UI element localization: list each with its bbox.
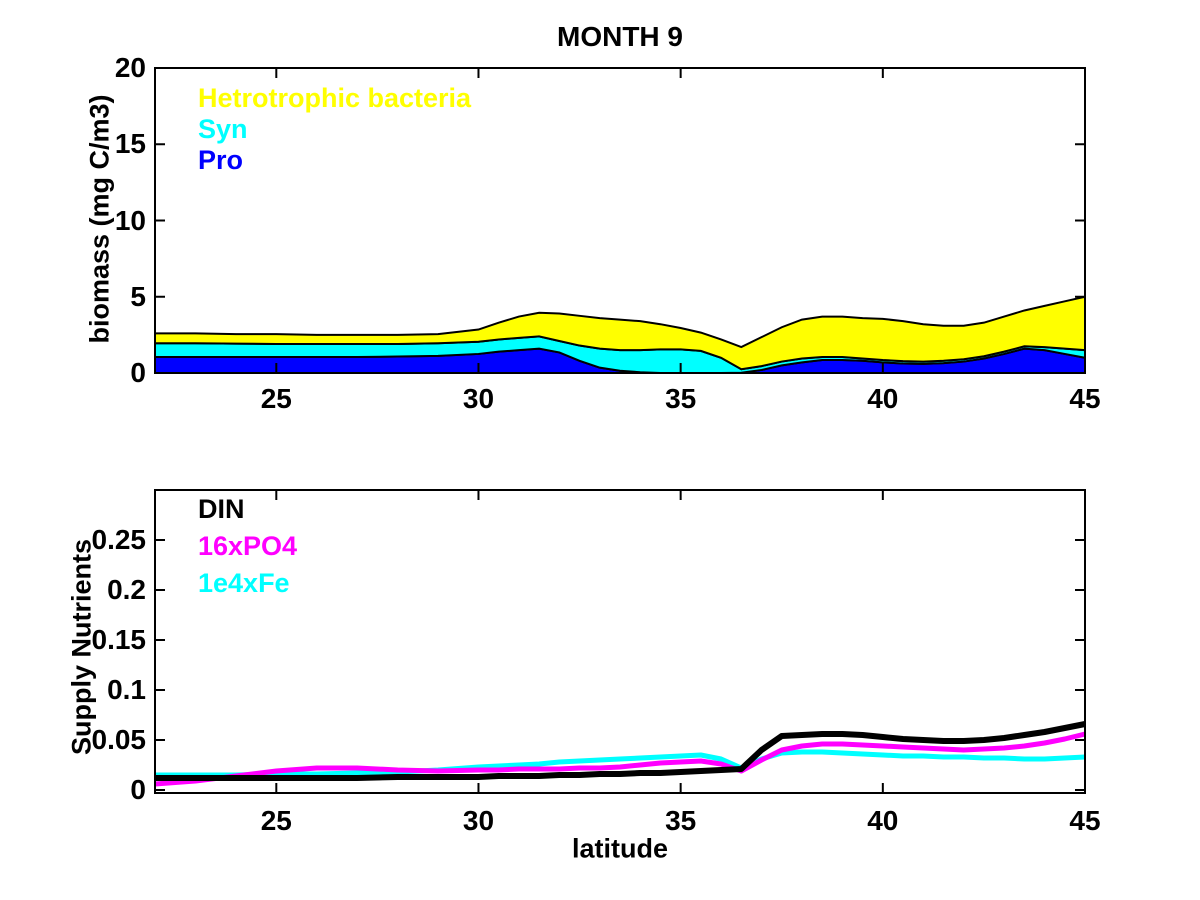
y-tick-label: 5 bbox=[130, 280, 146, 312]
plot-frame bbox=[154, 489, 1086, 794]
x-tick-label: 35 bbox=[665, 805, 697, 836]
y-tick-label: 0 bbox=[130, 774, 146, 805]
x-tick-label: 45 bbox=[1069, 383, 1101, 414]
x-tick-label: 45 bbox=[1069, 805, 1101, 836]
y-tick-label: 0 bbox=[130, 357, 146, 388]
y-tick-label: 20 bbox=[114, 52, 146, 83]
y-tick-label: 0.25 bbox=[91, 524, 147, 555]
x-tick-label: 40 bbox=[867, 805, 899, 836]
x-tick-label: 25 bbox=[260, 805, 292, 836]
chart-title: MONTH 9 bbox=[557, 21, 683, 52]
x-tick-label: 25 bbox=[260, 383, 292, 414]
line-din bbox=[155, 721, 1086, 781]
legend-entry-pro: Pro bbox=[198, 145, 244, 175]
legend-entry-1e4xfe: 1e4xFe bbox=[198, 568, 290, 598]
x-tick-label: 30 bbox=[462, 383, 495, 414]
legend-entry-16xpo4: 16xPO4 bbox=[198, 531, 298, 561]
x-tick-label: 40 bbox=[867, 383, 899, 414]
y-tick-label: 0.05 bbox=[91, 724, 147, 755]
legend-entry-hetrotrophic-bacteria: Hetrotrophic bacteria bbox=[198, 83, 472, 113]
y-tick-label: 15 bbox=[114, 128, 146, 160]
x-tick-label: 35 bbox=[665, 383, 697, 414]
x-tick-label: 30 bbox=[462, 805, 495, 836]
y-tick-label: 10 bbox=[114, 204, 146, 236]
y-tick-label: 0.15 bbox=[91, 624, 147, 655]
legend-entry-syn: Syn bbox=[198, 114, 248, 144]
line-16xpo4 bbox=[154, 731, 1086, 787]
y-tick-label: 0.1 bbox=[107, 674, 146, 705]
latitude-axis-label: latitude bbox=[571, 833, 669, 864]
y-tick-label: 0.2 bbox=[107, 574, 146, 605]
legend-entry-din: DIN bbox=[198, 494, 245, 524]
